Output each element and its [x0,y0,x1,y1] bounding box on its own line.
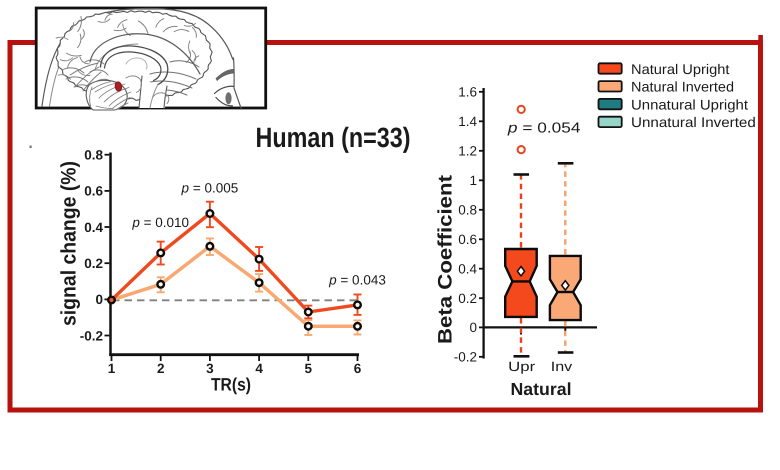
svg-text:p = 0.043: p = 0.043 [328,273,386,288]
svg-text:0.8: 0.8 [84,148,103,163]
svg-text:Natural Upright: Natural Upright [631,61,730,77]
svg-text:signal change (%): signal change (%) [58,161,81,326]
svg-text:2: 2 [157,361,165,376]
svg-text:0.2: 0.2 [458,291,477,306]
svg-text:1.6: 1.6 [458,85,477,100]
svg-text:-0.2: -0.2 [80,328,103,343]
svg-text:Unnatural Inverted: Unnatural Inverted [631,114,756,130]
svg-text:p = 0.010: p = 0.010 [131,215,189,230]
svg-text:Natural Inverted: Natural Inverted [631,79,734,95]
svg-text:0.4: 0.4 [84,220,103,235]
svg-text:0: 0 [95,292,103,307]
svg-text:0.2: 0.2 [84,256,103,271]
svg-text:Inv: Inv [551,359,573,374]
svg-text:0.6: 0.6 [84,184,103,199]
svg-text:0.6: 0.6 [458,232,477,247]
svg-text:0.4: 0.4 [458,261,477,276]
svg-text:Unnatural Upright: Unnatural Upright [631,96,748,112]
svg-text:6: 6 [354,361,362,376]
svg-text:1.4: 1.4 [458,114,477,129]
svg-text:1: 1 [108,361,116,376]
svg-text:p = 0.005: p = 0.005 [181,181,239,196]
svg-text:0: 0 [469,320,477,335]
svg-text:TR(s): TR(s) [211,375,251,395]
svg-text:5: 5 [305,361,313,376]
svg-text:p = 0.054: p = 0.054 [507,121,581,137]
svg-text:Upr: Upr [508,359,536,374]
svg-text:Natural: Natural [511,379,572,399]
svg-text:Human (n=33): Human (n=33) [256,122,411,153]
svg-text:0.8: 0.8 [458,203,477,218]
svg-text:4: 4 [255,361,263,376]
svg-text:3: 3 [206,361,214,376]
svg-text:1: 1 [469,173,477,188]
svg-text:Beta Coefficient: Beta Coefficient [435,174,457,344]
svg-text:-0.2: -0.2 [454,350,477,365]
svg-text:1.2: 1.2 [458,144,477,159]
